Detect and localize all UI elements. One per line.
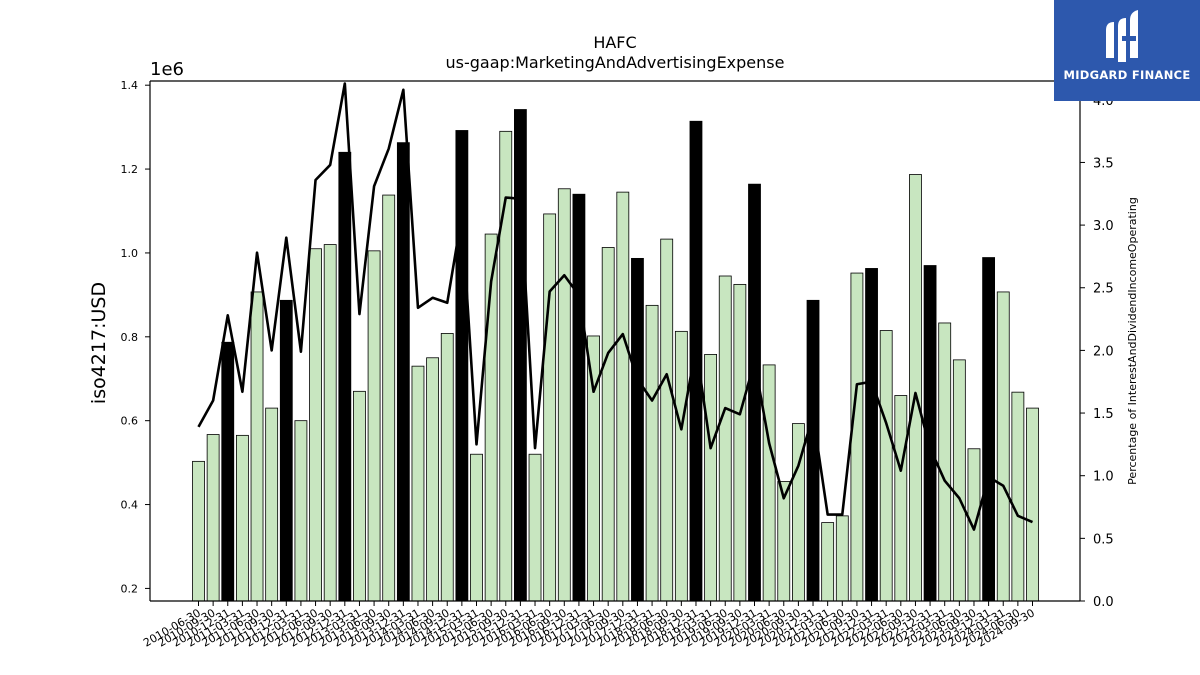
bar-2014-03-31 — [411, 365, 425, 602]
bar-2019-06-30 — [718, 275, 732, 602]
bar-2013-03-31 — [353, 390, 366, 602]
bar-2014-06-30 — [426, 357, 440, 602]
bar-2022-06-30 — [894, 395, 908, 602]
bar-2012-06-30 — [309, 248, 322, 602]
bar-2017-09-30 — [616, 191, 630, 602]
y2-ticks-group: 0.00.51.01.52.02.53.03.54.0 — [1080, 94, 1114, 610]
bar-2024-06-30 — [1011, 391, 1025, 602]
percentage-line — [197, 82, 1034, 531]
bar-2021-06-30 — [835, 515, 849, 602]
bar-2013-09-30 — [382, 194, 396, 602]
bar-2019-12-31 — [748, 183, 761, 602]
y2-tick-label: 3.0 — [1093, 219, 1114, 234]
bar-2011-09-30 — [265, 407, 279, 602]
bar-2017-06-30 — [601, 247, 615, 602]
y-offset-label: 1e6 — [150, 59, 184, 80]
y2-tick-label: 1.0 — [1093, 470, 1114, 485]
bar-2024-03-31 — [996, 291, 1010, 602]
bar-2023-03-31 — [938, 322, 952, 602]
chart-title: HAFC — [593, 33, 636, 52]
bar-2010-06-30 — [192, 460, 205, 602]
bar-2016-12-31 — [572, 193, 586, 602]
y-tick-label: 0.4 — [121, 499, 139, 512]
chart-subtitle: us-gaap:MarketingAndAdvertisingExpense — [446, 53, 785, 72]
y-tick-label: 1.4 — [121, 79, 139, 92]
bar-2018-06-30 — [660, 238, 674, 602]
bar-2015-12-31 — [514, 109, 527, 602]
bar-2014-09-30 — [440, 333, 454, 602]
bar-2013-12-31 — [396, 142, 410, 602]
y-axis-label: iso4217:USD — [88, 282, 110, 404]
y2-tick-label: 0.5 — [1093, 532, 1114, 547]
bar-2023-12-31 — [982, 257, 996, 602]
y2-tick-label: 3.5 — [1093, 156, 1114, 171]
bar-2018-03-31 — [645, 304, 659, 602]
axes-group — [149, 80, 1081, 602]
bar-2010-09-30 — [206, 434, 220, 602]
bar-2010-12-31 — [221, 341, 235, 602]
bar-2016-03-31 — [528, 453, 542, 602]
bar-2018-09-30 — [674, 330, 688, 602]
bars-group — [192, 109, 1039, 602]
y-tick-label: 0.2 — [121, 582, 139, 595]
bar-2012-09-30 — [323, 244, 337, 602]
bar-2021-12-31 — [865, 268, 878, 602]
bar-2023-06-30 — [952, 359, 966, 602]
bar-2011-03-31 — [235, 434, 249, 602]
bar-2021-03-31 — [821, 522, 835, 602]
bar-2016-09-30 — [557, 188, 571, 602]
y2-tick-label: 2.5 — [1093, 282, 1114, 297]
bar-2017-12-31 — [631, 257, 644, 602]
x-ticks-group: 2010-06-302010-09-302010-12-312011-03-31… — [141, 601, 1037, 650]
bar-2013-06-30 — [367, 250, 381, 602]
bar-2011-06-30 — [250, 291, 264, 602]
bar-2020-03-31 — [762, 364, 776, 602]
brand-logo: MIDGARD FINANCE — [1054, 0, 1200, 101]
bar-2017-03-31 — [587, 335, 600, 602]
bar-2022-03-31 — [879, 330, 893, 602]
bar-2011-12-31 — [279, 299, 293, 602]
bar-2019-03-31 — [704, 354, 718, 602]
bar-2014-12-31 — [455, 130, 469, 602]
y2-tick-label: 2.0 — [1093, 344, 1114, 359]
y2-tick-label: 1.5 — [1093, 407, 1114, 422]
bar-2012-03-31 — [294, 420, 308, 602]
bar-2021-09-30 — [850, 272, 864, 602]
bar-2012-12-31 — [338, 151, 352, 602]
bar-2015-03-31 — [470, 453, 483, 602]
y-tick-label: 1.2 — [121, 163, 139, 176]
y-tick-label: 0.6 — [121, 415, 139, 428]
y-tick-label: 1.0 — [121, 247, 139, 260]
logo-text: MIDGARD FINANCE — [1063, 68, 1191, 82]
y2-axis-label: Percentage of InterestAndDividendIncomeO… — [1126, 197, 1139, 485]
y2-tick-label: 0.0 — [1093, 595, 1114, 610]
y-tick-label: 0.8 — [121, 331, 139, 344]
midgard-logo-icon — [1106, 10, 1138, 62]
bar-2019-09-30 — [733, 283, 747, 602]
bar-2024-09-30 — [1026, 407, 1039, 602]
line-group — [197, 82, 1034, 531]
y-ticks-group: 0.2 0.4 0.6 0.8 1.0 1.2 1.4 — [121, 79, 150, 595]
bar-2016-06-30 — [543, 213, 557, 602]
bar-2022-09-30 — [909, 174, 922, 602]
bar-2018-12-31 — [689, 120, 703, 602]
